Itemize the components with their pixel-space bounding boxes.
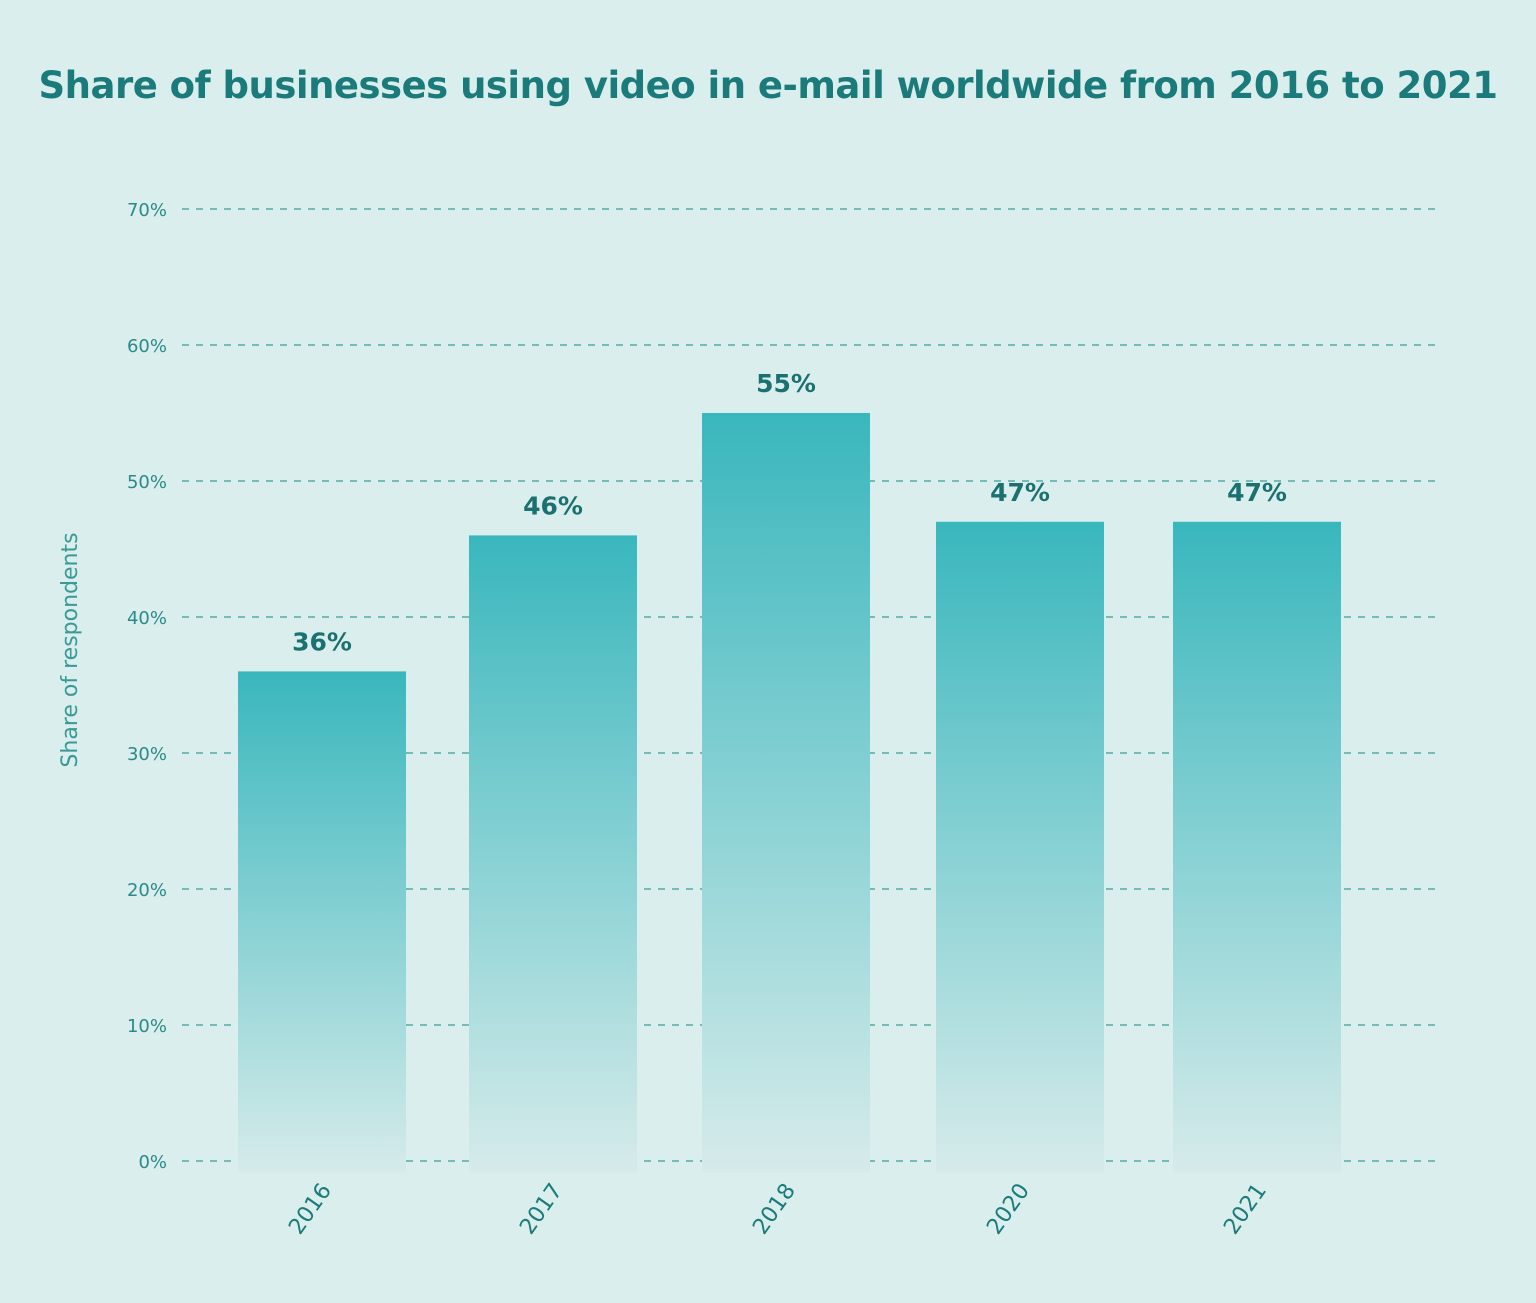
- y-tick-label: 10%: [127, 1016, 167, 1037]
- y-tick-label: 0%: [138, 1152, 167, 1173]
- bar-value-label: 46%: [523, 491, 583, 520]
- bar: [702, 413, 870, 1173]
- y-tick-label: 50%: [127, 472, 167, 493]
- bar-value-label: 36%: [292, 627, 352, 656]
- y-tick-label: 20%: [127, 880, 167, 901]
- bars: [238, 413, 1341, 1173]
- bar-value-label: 47%: [1227, 478, 1287, 507]
- y-tick-label: 40%: [127, 608, 167, 629]
- y-tick-label: 30%: [127, 744, 167, 765]
- x-tick-label: 2018: [748, 1179, 801, 1239]
- bar: [936, 521, 1104, 1173]
- bar: [469, 535, 637, 1173]
- bar-value-label: 47%: [990, 478, 1050, 507]
- bar: [238, 671, 406, 1173]
- y-tick-label: 70%: [127, 200, 167, 221]
- x-tick-label: 2017: [515, 1179, 568, 1239]
- value-labels: 36% 46% 55% 47% 47%: [292, 369, 1287, 656]
- bar-value-label: 55%: [756, 369, 816, 398]
- bar: [1173, 521, 1341, 1173]
- y-tick-label: 60%: [127, 336, 167, 357]
- x-tick-label: 2021: [1219, 1179, 1272, 1239]
- x-tick-label: 2020: [982, 1179, 1035, 1239]
- y-axis-title: Share of respondents: [58, 532, 83, 767]
- x-tick-label: 2016: [284, 1179, 337, 1239]
- y-axis-ticks: 0% 10% 20% 30% 40% 50% 60% 70%: [127, 200, 167, 1173]
- x-axis-ticks: 2016 2017 2018 2020 2021: [284, 1179, 1272, 1239]
- chart-title: Share of businesses using video in e-mai…: [38, 64, 1498, 107]
